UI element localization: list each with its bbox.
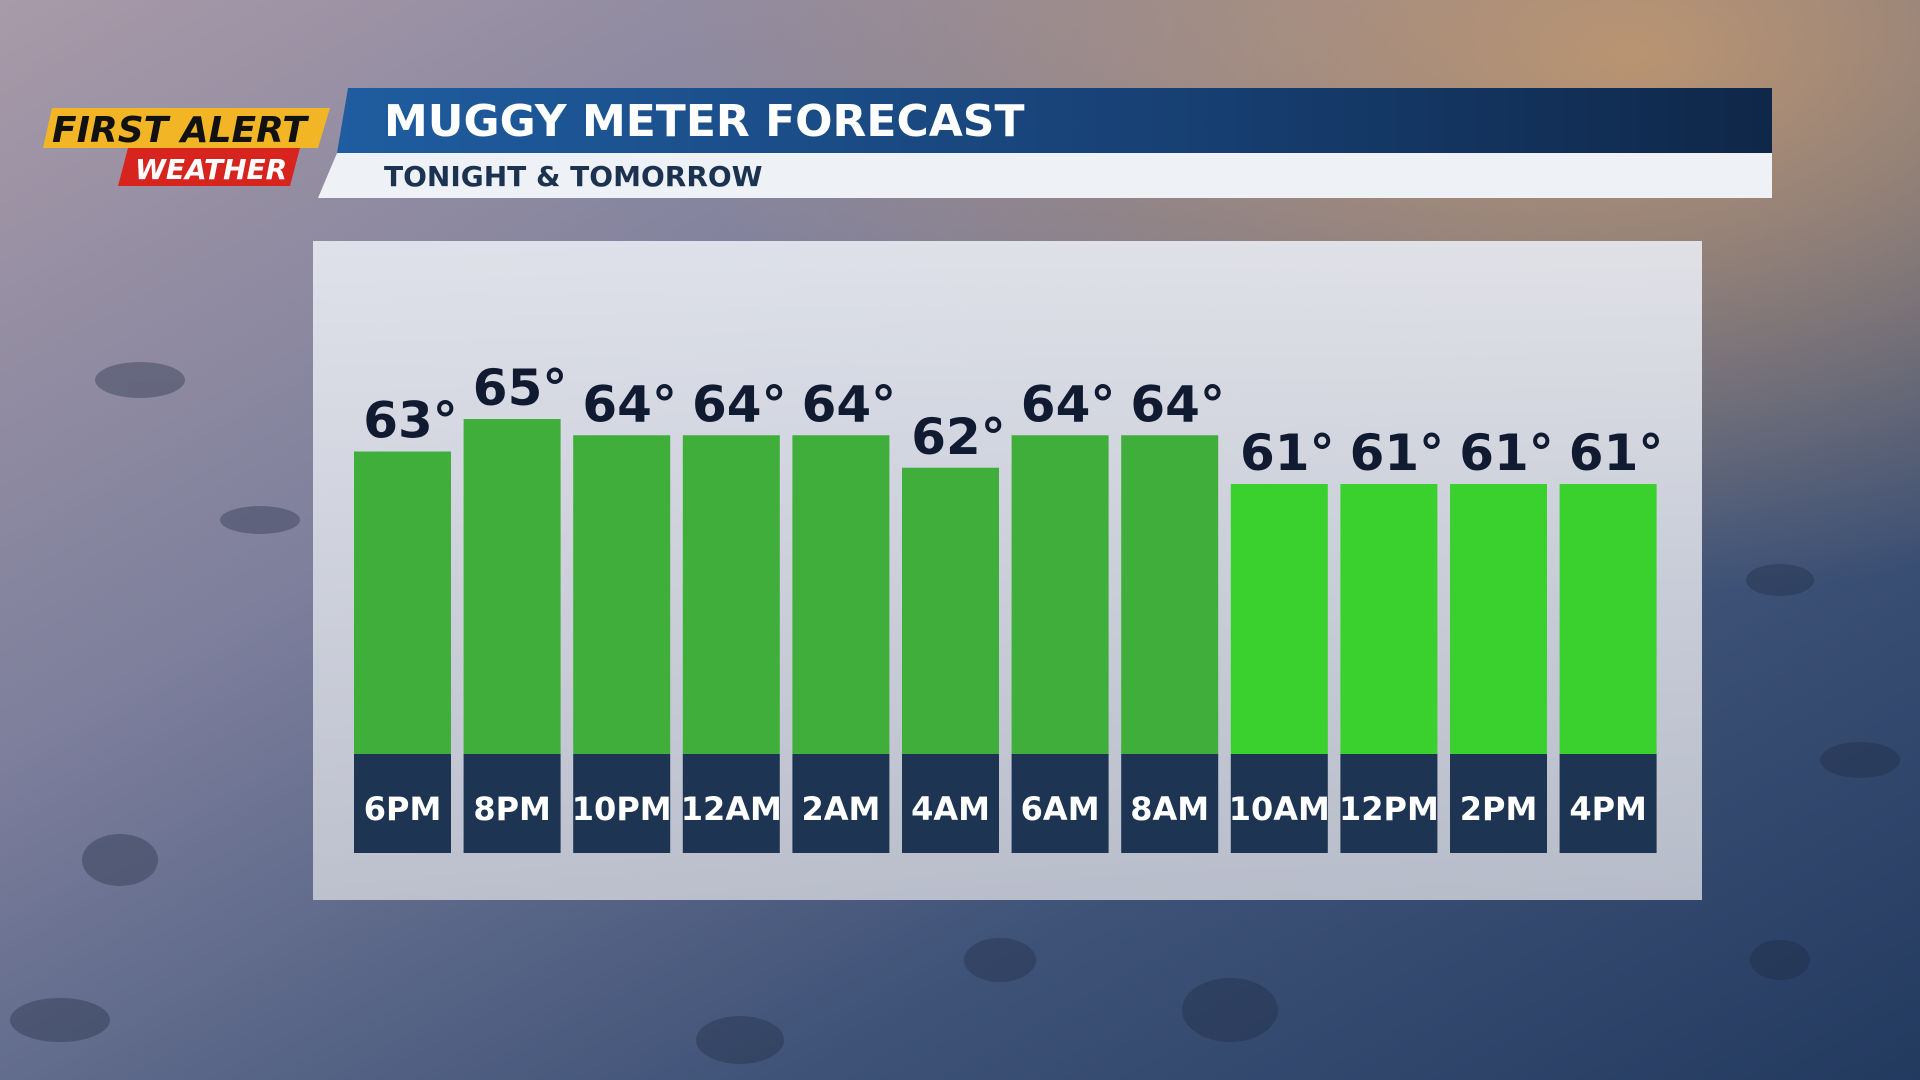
- category-box: [463, 754, 561, 853]
- logo-top: [43, 108, 330, 148]
- x-tick-label: 10AM: [1229, 790, 1330, 828]
- bar: [792, 435, 890, 754]
- x-tick-label: 2PM: [1460, 790, 1538, 828]
- bar: [354, 451, 451, 754]
- x-tick-label: 6AM: [1021, 790, 1100, 828]
- bar: [1011, 435, 1109, 754]
- bar: [1450, 484, 1547, 754]
- value-label: 61°: [1459, 424, 1554, 482]
- chart-subtitle: TONIGHT & TOMORROW: [384, 160, 763, 193]
- bar: [573, 435, 671, 754]
- category-box: [573, 754, 671, 853]
- x-tick-label: 2AM: [801, 790, 880, 828]
- value-label: 65°: [473, 359, 568, 417]
- bar: [1340, 484, 1438, 754]
- x-tick-label: 12PM: [1339, 790, 1439, 828]
- logo-line2: WEATHER: [135, 153, 287, 186]
- bar: [1230, 484, 1328, 754]
- category-box: [1340, 754, 1438, 853]
- category-box: [792, 754, 890, 853]
- bar: [1121, 435, 1219, 754]
- bar: [902, 467, 999, 754]
- value-label: 61°: [1350, 424, 1445, 482]
- x-tick-label: 6PM: [364, 790, 442, 828]
- chart-title: MUGGY METER FORECAST: [384, 96, 1025, 147]
- category-box: [902, 754, 999, 853]
- x-tick-label: 8AM: [1130, 790, 1209, 828]
- value-label: 64°: [1021, 375, 1116, 433]
- value-label: 64°: [692, 375, 787, 433]
- x-tick-label: 4PM: [1569, 790, 1647, 828]
- title-bar: [337, 88, 1772, 153]
- category-box: [1011, 754, 1109, 853]
- value-label: 64°: [1130, 375, 1225, 433]
- subtitle-bar: [318, 153, 1772, 198]
- logo-line1: FIRST ALERT: [52, 110, 309, 151]
- category-box: [1559, 754, 1657, 853]
- value-label: 63°: [363, 392, 458, 450]
- value-label: 62°: [911, 408, 1006, 466]
- x-tick-label: 10PM: [572, 790, 672, 828]
- category-box: [1230, 754, 1328, 853]
- value-label: 61°: [1240, 424, 1335, 482]
- value-label: 61°: [1569, 424, 1664, 482]
- droplets: [10, 362, 1900, 1064]
- category-box: [682, 754, 780, 853]
- x-tick-label: 12AM: [681, 790, 782, 828]
- value-label: 64°: [802, 375, 897, 433]
- category-box: [354, 754, 451, 853]
- category-box: [1121, 754, 1219, 853]
- value-label: 64°: [582, 375, 677, 433]
- logo-bottom: [118, 148, 300, 186]
- category-box: [1450, 754, 1547, 853]
- x-tick-label: 8PM: [473, 790, 551, 828]
- bar: [1559, 484, 1657, 754]
- bar: [463, 419, 561, 754]
- x-tick-label: 4AM: [911, 790, 990, 828]
- bar: [682, 435, 780, 754]
